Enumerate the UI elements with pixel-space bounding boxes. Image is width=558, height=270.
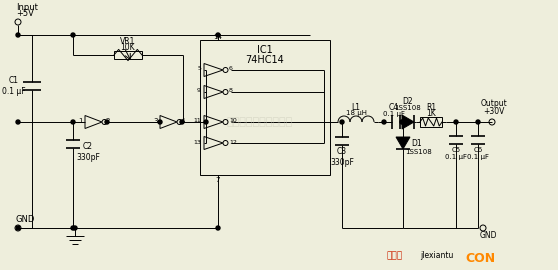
Text: C1
0.1 μF: C1 0.1 μF <box>2 76 26 96</box>
Bar <box>420 117 442 127</box>
Circle shape <box>401 120 405 124</box>
Circle shape <box>71 33 75 37</box>
Text: C2
330pF: C2 330pF <box>76 142 100 162</box>
Text: 1SS108: 1SS108 <box>406 149 432 155</box>
Text: C3
330pF: C3 330pF <box>330 147 354 167</box>
Text: C5
0.1 μF: C5 0.1 μF <box>445 147 467 160</box>
Text: 1SS108: 1SS108 <box>395 105 421 111</box>
Text: 杭州将睷科技有限公司: 杭州将睷科技有限公司 <box>227 117 293 127</box>
Text: 3: 3 <box>153 118 158 124</box>
Circle shape <box>105 120 109 124</box>
Text: GND: GND <box>479 231 497 241</box>
Text: 5: 5 <box>197 66 201 72</box>
Text: 10: 10 <box>229 119 237 123</box>
Text: 2: 2 <box>106 118 110 124</box>
Text: 7: 7 <box>216 177 220 183</box>
Circle shape <box>476 120 480 124</box>
Text: jlexiantu: jlexiantu <box>420 251 453 261</box>
Polygon shape <box>396 137 410 149</box>
Text: 接线图: 接线图 <box>387 251 403 261</box>
Text: CON: CON <box>465 251 495 265</box>
Circle shape <box>454 120 458 124</box>
Text: 13: 13 <box>193 140 201 144</box>
Circle shape <box>204 120 208 124</box>
Text: 8: 8 <box>229 89 233 93</box>
Circle shape <box>16 120 20 124</box>
Text: Input: Input <box>16 2 38 12</box>
Text: Output: Output <box>480 100 507 109</box>
Text: C4: C4 <box>389 103 399 113</box>
Text: D2: D2 <box>403 97 413 106</box>
Circle shape <box>340 120 344 124</box>
Circle shape <box>16 226 20 230</box>
Text: 6: 6 <box>229 66 233 72</box>
Text: 9: 9 <box>197 89 201 93</box>
Bar <box>114 51 142 59</box>
Circle shape <box>216 33 220 37</box>
Text: 11: 11 <box>193 119 201 123</box>
Text: 18 μH: 18 μH <box>345 110 367 116</box>
Polygon shape <box>402 115 414 129</box>
Circle shape <box>382 120 386 124</box>
Text: L1: L1 <box>352 103 360 112</box>
Text: +5V: +5V <box>16 9 34 19</box>
Circle shape <box>71 226 75 230</box>
Circle shape <box>216 226 220 230</box>
Text: VR1: VR1 <box>121 36 136 46</box>
Text: 0.1 μF: 0.1 μF <box>383 111 405 117</box>
Text: D1: D1 <box>412 140 422 148</box>
Text: 74HC14: 74HC14 <box>246 55 285 65</box>
Text: 4: 4 <box>181 118 185 124</box>
Bar <box>200 40 330 175</box>
Text: 1K: 1K <box>426 110 436 119</box>
Circle shape <box>73 226 77 230</box>
Circle shape <box>16 33 20 37</box>
Text: IC1: IC1 <box>257 45 273 55</box>
Text: +30V: +30V <box>483 106 504 116</box>
Text: 10K: 10K <box>121 42 135 52</box>
Text: 1: 1 <box>79 118 83 124</box>
Circle shape <box>158 120 162 124</box>
Circle shape <box>180 120 184 124</box>
Text: 14: 14 <box>214 34 223 40</box>
Text: C6
0.1 μF: C6 0.1 μF <box>467 147 489 160</box>
Text: GND: GND <box>16 215 35 224</box>
Circle shape <box>400 120 404 124</box>
Text: R1: R1 <box>426 103 436 113</box>
Circle shape <box>71 120 75 124</box>
Text: 12: 12 <box>229 140 237 144</box>
